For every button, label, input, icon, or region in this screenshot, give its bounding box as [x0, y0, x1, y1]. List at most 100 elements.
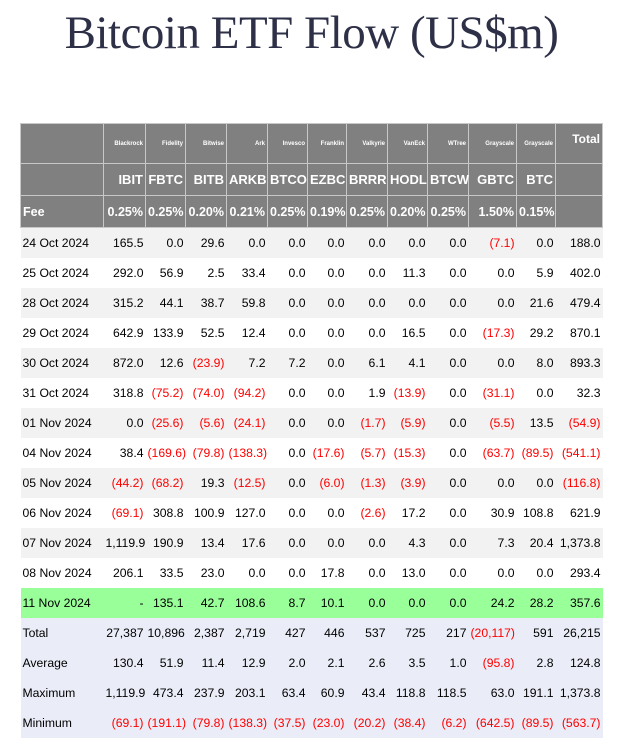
- table-row: 30 Oct 2024 872.0 12.6 (23.9) 7.2 7.2 0.0 6.1 4.…: [20, 348, 603, 378]
- stat-cell: 63.0: [468, 678, 517, 708]
- flow-cell: (23.9): [185, 348, 227, 378]
- flow-cell: (5.7): [346, 438, 388, 468]
- flow-cell: 0.0: [346, 528, 388, 558]
- flow-cell: 0.0: [267, 408, 308, 438]
- flow-cell: 17.8: [307, 558, 347, 588]
- date-cell: 31 Oct 2024: [20, 378, 104, 408]
- stat-cell: 118.8: [387, 678, 428, 708]
- row-total-cell: (54.9): [555, 408, 603, 438]
- table-row: 04 Nov 2024 38.4 (169.6) (79.8) (138.3) 0.0 (1…: [20, 438, 603, 468]
- stat-cell: 725: [387, 618, 428, 648]
- flow-cell: 33.4: [226, 258, 268, 288]
- stat-cell: 2.8: [516, 648, 556, 678]
- ticker-header: GBTC: [468, 163, 517, 196]
- stat-cell: 446: [307, 618, 347, 648]
- issuer-header: Grayscale: [468, 123, 517, 164]
- flow-cell: 0.0: [468, 258, 517, 288]
- stat-cell: 60.9: [307, 678, 347, 708]
- flow-cell: 7.3: [468, 528, 517, 558]
- flow-cell: 10.1: [307, 588, 347, 618]
- flow-cell: 0.0: [427, 408, 469, 438]
- stat-cell: 203.1: [226, 678, 268, 708]
- row-total-cell: 293.4: [555, 558, 603, 588]
- flow-cell: 133.9: [145, 318, 186, 348]
- flow-cell: 0.0: [427, 288, 469, 318]
- ticker-header: EZBC: [307, 163, 347, 196]
- flow-cell: (89.5): [516, 438, 556, 468]
- header-blank: [20, 163, 104, 196]
- date-cell: 08 Nov 2024: [20, 558, 104, 588]
- flow-cell: 0.0: [307, 378, 347, 408]
- flow-cell: 872.0: [103, 348, 146, 378]
- flow-cell: 0.0: [427, 348, 469, 378]
- date-cell: 30 Oct 2024: [20, 348, 104, 378]
- flow-cell: (74.0): [185, 378, 227, 408]
- flow-cell: 59.8: [226, 288, 268, 318]
- issuer-header: Franklin: [307, 123, 347, 164]
- flow-cell: 135.1: [145, 588, 186, 618]
- flow-cell: (68.2): [145, 468, 186, 498]
- flow-cell: 0.0: [468, 558, 517, 588]
- flow-cell: 13.4: [185, 528, 227, 558]
- flow-cell: 12.6: [145, 348, 186, 378]
- date-cell: 07 Nov 2024: [20, 528, 104, 558]
- stat-cell: 1,373.8: [555, 678, 603, 708]
- fee-value: 0.25%: [103, 195, 146, 228]
- flow-cell: (12.5): [226, 468, 268, 498]
- flow-cell: (24.1): [226, 408, 268, 438]
- flow-cell: 7.2: [267, 348, 308, 378]
- stat-label: Maximum: [20, 678, 104, 708]
- stat-cell: (138.3): [226, 708, 268, 738]
- stat-cell: (38.4): [387, 708, 428, 738]
- fee-value: 0.25%: [346, 195, 388, 228]
- flow-cell: 0.0: [427, 258, 469, 288]
- flow-cell: 0.0: [516, 468, 556, 498]
- stat-label: Total: [20, 618, 104, 648]
- flow-cell: 0.0: [307, 348, 347, 378]
- flow-cell: (1.7): [346, 408, 388, 438]
- flow-cell: 0.0: [346, 318, 388, 348]
- date-cell: 01 Nov 2024: [20, 408, 104, 438]
- table-row: 29 Oct 2024 642.9 133.9 52.5 12.4 0.0 0.0 0.0 16…: [20, 318, 603, 348]
- flow-cell: 8.0: [516, 348, 556, 378]
- table-row: 01 Nov 2024 0.0 (25.6) (5.6) (24.1) 0.0 0.0 (1.…: [20, 408, 603, 438]
- stat-cell: 27,387: [103, 618, 146, 648]
- stat-cell: (20.2): [346, 708, 388, 738]
- stat-cell: 427: [267, 618, 308, 648]
- fee-value: 0.20%: [387, 195, 428, 228]
- flow-cell: 0.0: [427, 558, 469, 588]
- flow-cell: 13.0: [387, 558, 428, 588]
- stat-cell: 2.0: [267, 648, 308, 678]
- stat-cell: (89.5): [516, 708, 556, 738]
- issuer-header: Fidelity: [145, 123, 186, 164]
- flow-cell: (6.0): [307, 468, 347, 498]
- flow-cell: 2.5: [185, 258, 227, 288]
- flow-cell: 1,119.9: [103, 528, 146, 558]
- stat-cell: (69.1): [103, 708, 146, 738]
- stat-cell: 2,387: [185, 618, 227, 648]
- stats-row: Maximum 1,119.9 473.4 237.9 203.1 63.4 60.9 43.…: [20, 678, 603, 708]
- ticker-header: BRRR: [346, 163, 388, 196]
- flow-cell: 0.0: [468, 288, 517, 318]
- flow-cell: 0.0: [226, 227, 268, 258]
- flow-cell: 165.5: [103, 227, 146, 258]
- flow-cell: 206.1: [103, 558, 146, 588]
- stat-cell: 26,215: [555, 618, 603, 648]
- flow-cell: 0.0: [267, 528, 308, 558]
- table-row: 07 Nov 2024 1,119.9 190.9 13.4 17.6 0.0 0.0 0.0…: [20, 528, 603, 558]
- ticker-header: BTC: [516, 163, 556, 196]
- flow-cell: -: [103, 588, 146, 618]
- flow-cell: 315.2: [103, 288, 146, 318]
- fee-value: 0.15%: [516, 195, 556, 228]
- flow-cell: 0.0: [427, 498, 469, 528]
- flow-cell: 108.8: [516, 498, 556, 528]
- table-row: 08 Nov 2024 206.1 33.5 23.0 0.0 0.0 17.8 0.0 13.…: [20, 558, 603, 588]
- stat-cell: 2,719: [226, 618, 268, 648]
- flow-cell: (69.1): [103, 498, 146, 528]
- stat-cell: 124.8: [555, 648, 603, 678]
- stat-cell: (20,117): [468, 618, 517, 648]
- stat-cell: 51.9: [145, 648, 186, 678]
- table-row: 31 Oct 2024 318.8 (75.2) (74.0) (94.2) 0.0 0.0…: [20, 378, 603, 408]
- flow-cell: 0.0: [267, 378, 308, 408]
- fee-label: Fee: [20, 195, 104, 228]
